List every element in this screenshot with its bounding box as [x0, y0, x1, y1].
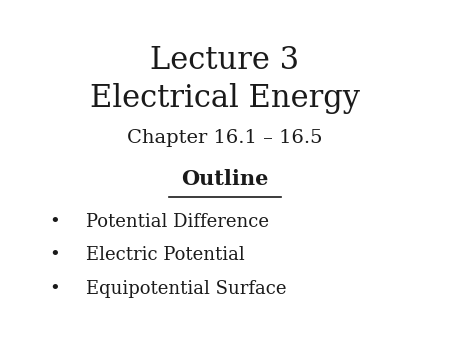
- Text: •: •: [50, 213, 60, 231]
- Text: Chapter 16.1 – 16.5: Chapter 16.1 – 16.5: [127, 129, 323, 147]
- Text: Lecture 3
Electrical Energy: Lecture 3 Electrical Energy: [90, 45, 360, 114]
- Text: •: •: [50, 246, 60, 264]
- Text: Electric Potential: Electric Potential: [86, 246, 245, 264]
- Text: Outline: Outline: [181, 169, 269, 189]
- Text: Equipotential Surface: Equipotential Surface: [86, 280, 287, 298]
- Text: •: •: [50, 280, 60, 298]
- Text: Potential Difference: Potential Difference: [86, 213, 270, 231]
